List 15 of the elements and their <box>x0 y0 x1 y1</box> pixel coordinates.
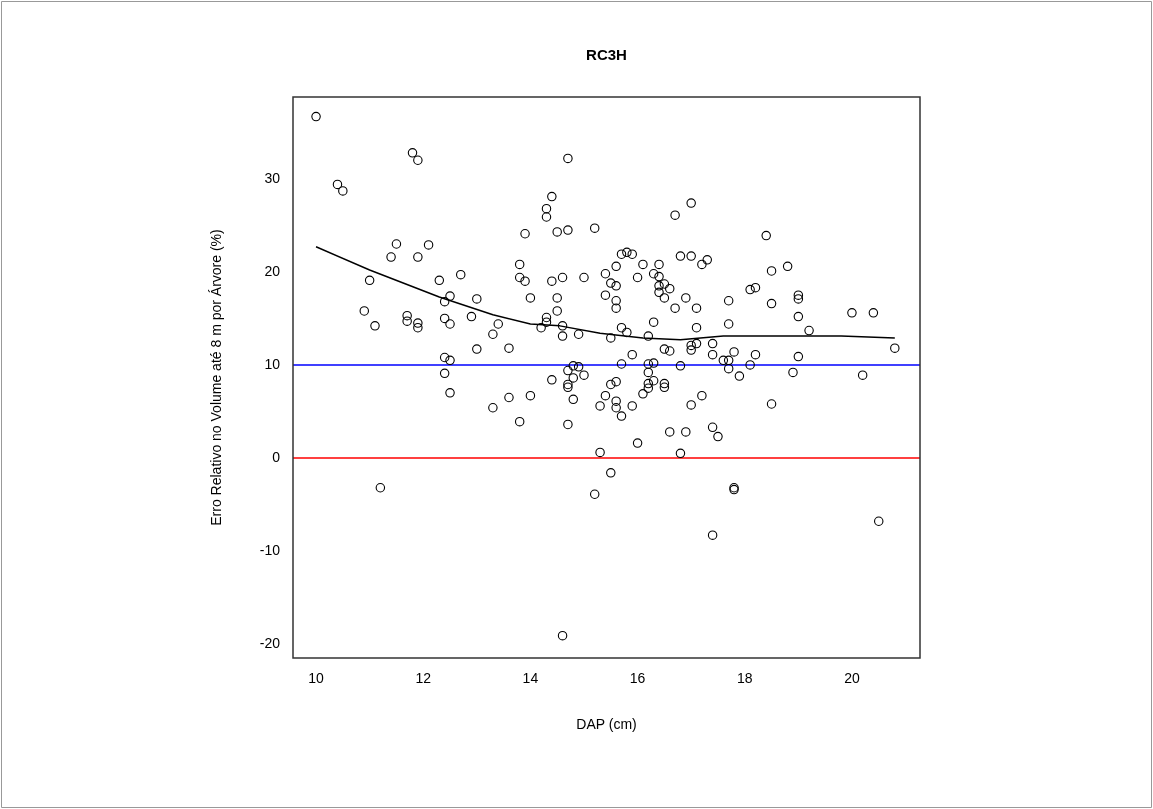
y-tick-label: -20 <box>259 634 281 651</box>
x-tick-label: 10 <box>308 670 325 687</box>
chart-title: RC3H <box>586 46 627 63</box>
x-tick-label: 16 <box>629 670 646 687</box>
x-tick-label: 14 <box>522 670 539 687</box>
y-tick-label: 30 <box>264 169 281 186</box>
y-tick-label: 20 <box>264 262 281 279</box>
x-tick-label: 20 <box>844 670 860 687</box>
x-axis-title: DAP (cm) <box>576 716 637 733</box>
y-tick-label: 10 <box>264 355 281 372</box>
y-tick-label: -10 <box>259 541 281 558</box>
x-tick-label: 18 <box>736 670 753 687</box>
y-tick-label: 0 <box>272 448 281 465</box>
y-axis-title: Erro Relativo no Volume até 8 m por Árvore (%) <box>208 229 225 526</box>
x-tick-label: 12 <box>415 670 432 687</box>
